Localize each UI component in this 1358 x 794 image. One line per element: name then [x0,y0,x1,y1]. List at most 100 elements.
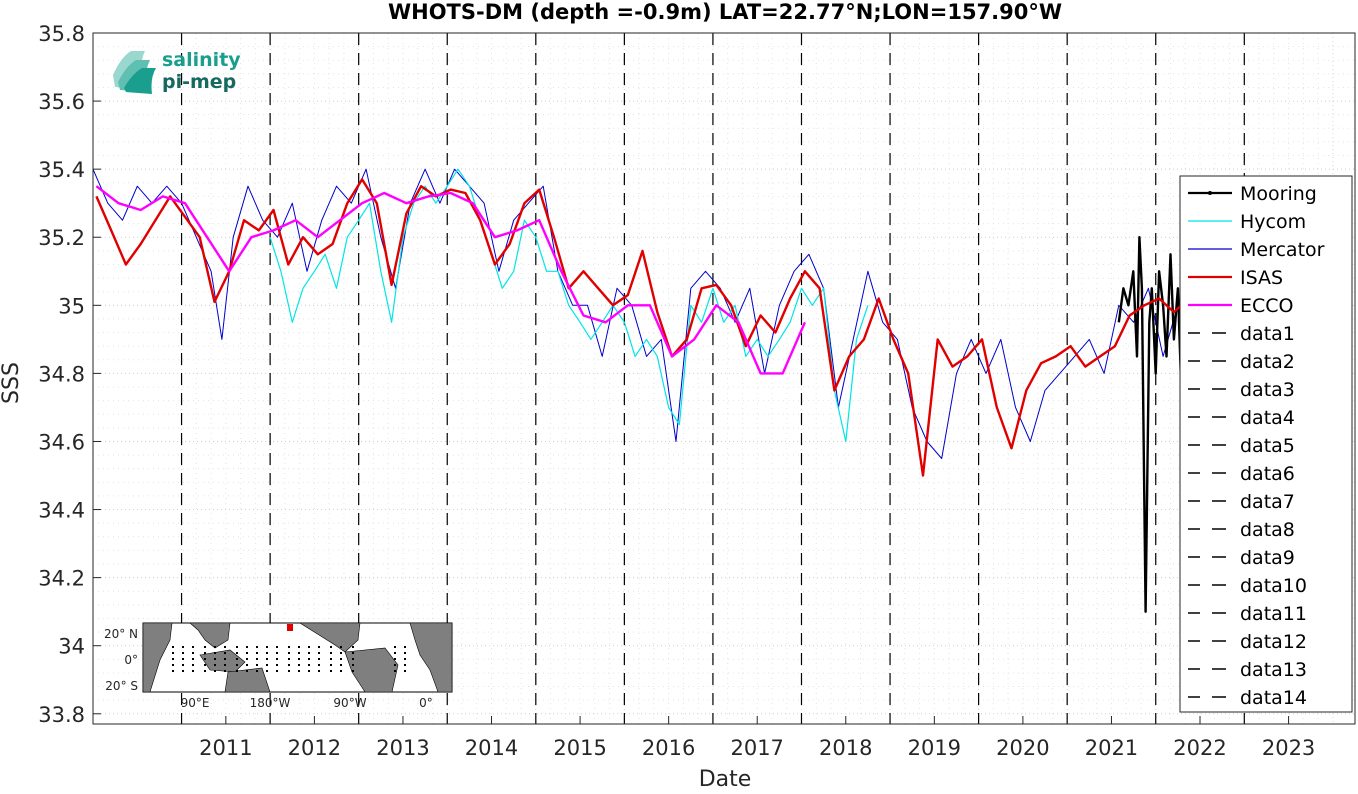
x-axis-label: Date [699,767,752,790]
y-axis-ticks: 33.8 34 34.2 34.4 34.6 34.8 35 35.2 35.4 35.6 35.8 [38,22,101,727]
inset-buoy-dot [236,658,238,660]
legend-label: data12 [1240,631,1307,653]
inset-buoy-dot [172,658,174,660]
legend-label: Mercator [1240,239,1325,261]
inset-buoy-dot [340,658,342,660]
inset-buoy-dot [318,658,320,660]
inset-buoy-dot [288,670,290,672]
y-tick-label: 34.2 [38,567,85,591]
legend-marker [1208,191,1212,195]
inset-buoy-dot [256,652,258,654]
inset-buoy-dot [288,652,290,654]
inset-buoy-dot [224,664,226,666]
inset-lon-label: 90°W [333,696,366,710]
x-tick-label: 2022 [1173,736,1226,760]
inset-buoy-dot [266,664,268,666]
x-tick-label: 2011 [199,736,252,760]
inset-map-frame [142,622,453,693]
inset-buoy-dot [246,658,248,660]
inset-buoy-dot [256,670,258,672]
chart-title: WHOTS-DM (depth =-0.9m) LAT=22.77°N;LON=… [388,0,1062,24]
inset-buoy-dot [246,646,248,648]
logo-wave-icon [113,51,156,94]
inset-buoy-dot [330,646,332,648]
legend-label: data5 [1240,435,1295,457]
y-tick-label: 35.8 [38,22,85,46]
inset-lon-label: 0° [419,696,433,710]
inset-buoy-dot [318,646,320,648]
legend-label: Mooring [1240,183,1317,205]
inset-buoy-dot [288,646,290,648]
inset-buoy-dot [394,670,396,672]
inset-buoy-dot [192,670,194,672]
legend-label: data6 [1240,463,1295,485]
x-tick-label: 2021 [1085,736,1138,760]
legend-label: data9 [1240,547,1295,569]
inset-buoy-dot [204,670,206,672]
inset-buoy-dot [352,646,354,648]
x-tick-label: 2017 [730,736,783,760]
inset-buoy-dot [204,652,206,654]
inset-buoy-dot [214,658,216,660]
inset-buoy-dot [276,658,278,660]
series-line-hycom [269,168,869,443]
inset-buoy-dot [224,658,226,660]
x-tick-label: 2012 [288,736,341,760]
legend-label: data3 [1240,379,1295,401]
inset-buoy-dot [204,658,206,660]
inset-buoy-dot [236,646,238,648]
inset-buoy-dot [298,646,300,648]
inset-buoy-dot [172,652,174,654]
inset-buoy-dot [172,664,174,666]
mooring-location-marker [287,624,293,631]
legend-label: data2 [1240,351,1295,373]
inset-buoy-dot [340,664,342,666]
legend-label: Hycom [1240,211,1306,233]
inset-buoy-dot [266,646,268,648]
inset-buoy-dots [172,646,406,672]
inset-buoy-dot [308,646,310,648]
inset-buoy-dot [330,652,332,654]
y-tick-label: 33.8 [38,703,85,727]
legend-item: data13 [1188,659,1307,681]
legend-label: data10 [1240,575,1307,597]
y-tick-label: 35.6 [38,90,85,114]
inset-buoy-dot [224,646,226,648]
inset-lat-label: 20° N [104,627,138,641]
inset-lat-label: 20° S [105,679,138,693]
y-tick-label: 34.6 [38,430,85,454]
inset-map: 20° N 0° 20° S 90°E 180°W 90°W 0° [104,622,453,710]
inset-buoy-dot [214,664,216,666]
inset-buoy-dot [404,664,406,666]
inset-buoy-dot [192,658,194,660]
inset-buoy-dot [352,658,354,660]
legend-label: data13 [1240,659,1307,681]
legend-label: ECCO [1240,295,1294,317]
inset-buoy-dot [352,664,354,666]
legend-item: ECCO [1188,295,1294,317]
legend-label: data4 [1240,407,1295,429]
inset-buoy-dot [298,670,300,672]
inset-lon-label: 90°E [181,696,210,710]
y-tick-label: 35.4 [38,158,85,182]
inset-buoy-dot [214,646,216,648]
logo-line2: pi-mep [162,71,236,93]
inset-buoy-dot [192,664,194,666]
inset-buoy-dot [266,670,268,672]
inset-buoy-dot [214,652,216,654]
inset-buoy-dot [318,670,320,672]
inset-buoy-dot [182,658,184,660]
inset-buoy-dot [256,664,258,666]
inset-lon-label: 180°W [250,696,291,710]
legend-box [1179,175,1353,713]
y-tick-label: 35.2 [38,226,85,250]
legend-item: data12 [1188,631,1307,653]
vertical-lines [180,33,1245,724]
legend-item: data2 [1188,351,1295,373]
inset-lat-label: 0° [124,653,138,667]
inset-buoy-dot [394,664,396,666]
legend-item: data14 [1188,687,1307,709]
x-tick-label: 2015 [553,736,606,760]
inset-buoy-dot [276,646,278,648]
y-tick-label: 34 [58,635,85,659]
